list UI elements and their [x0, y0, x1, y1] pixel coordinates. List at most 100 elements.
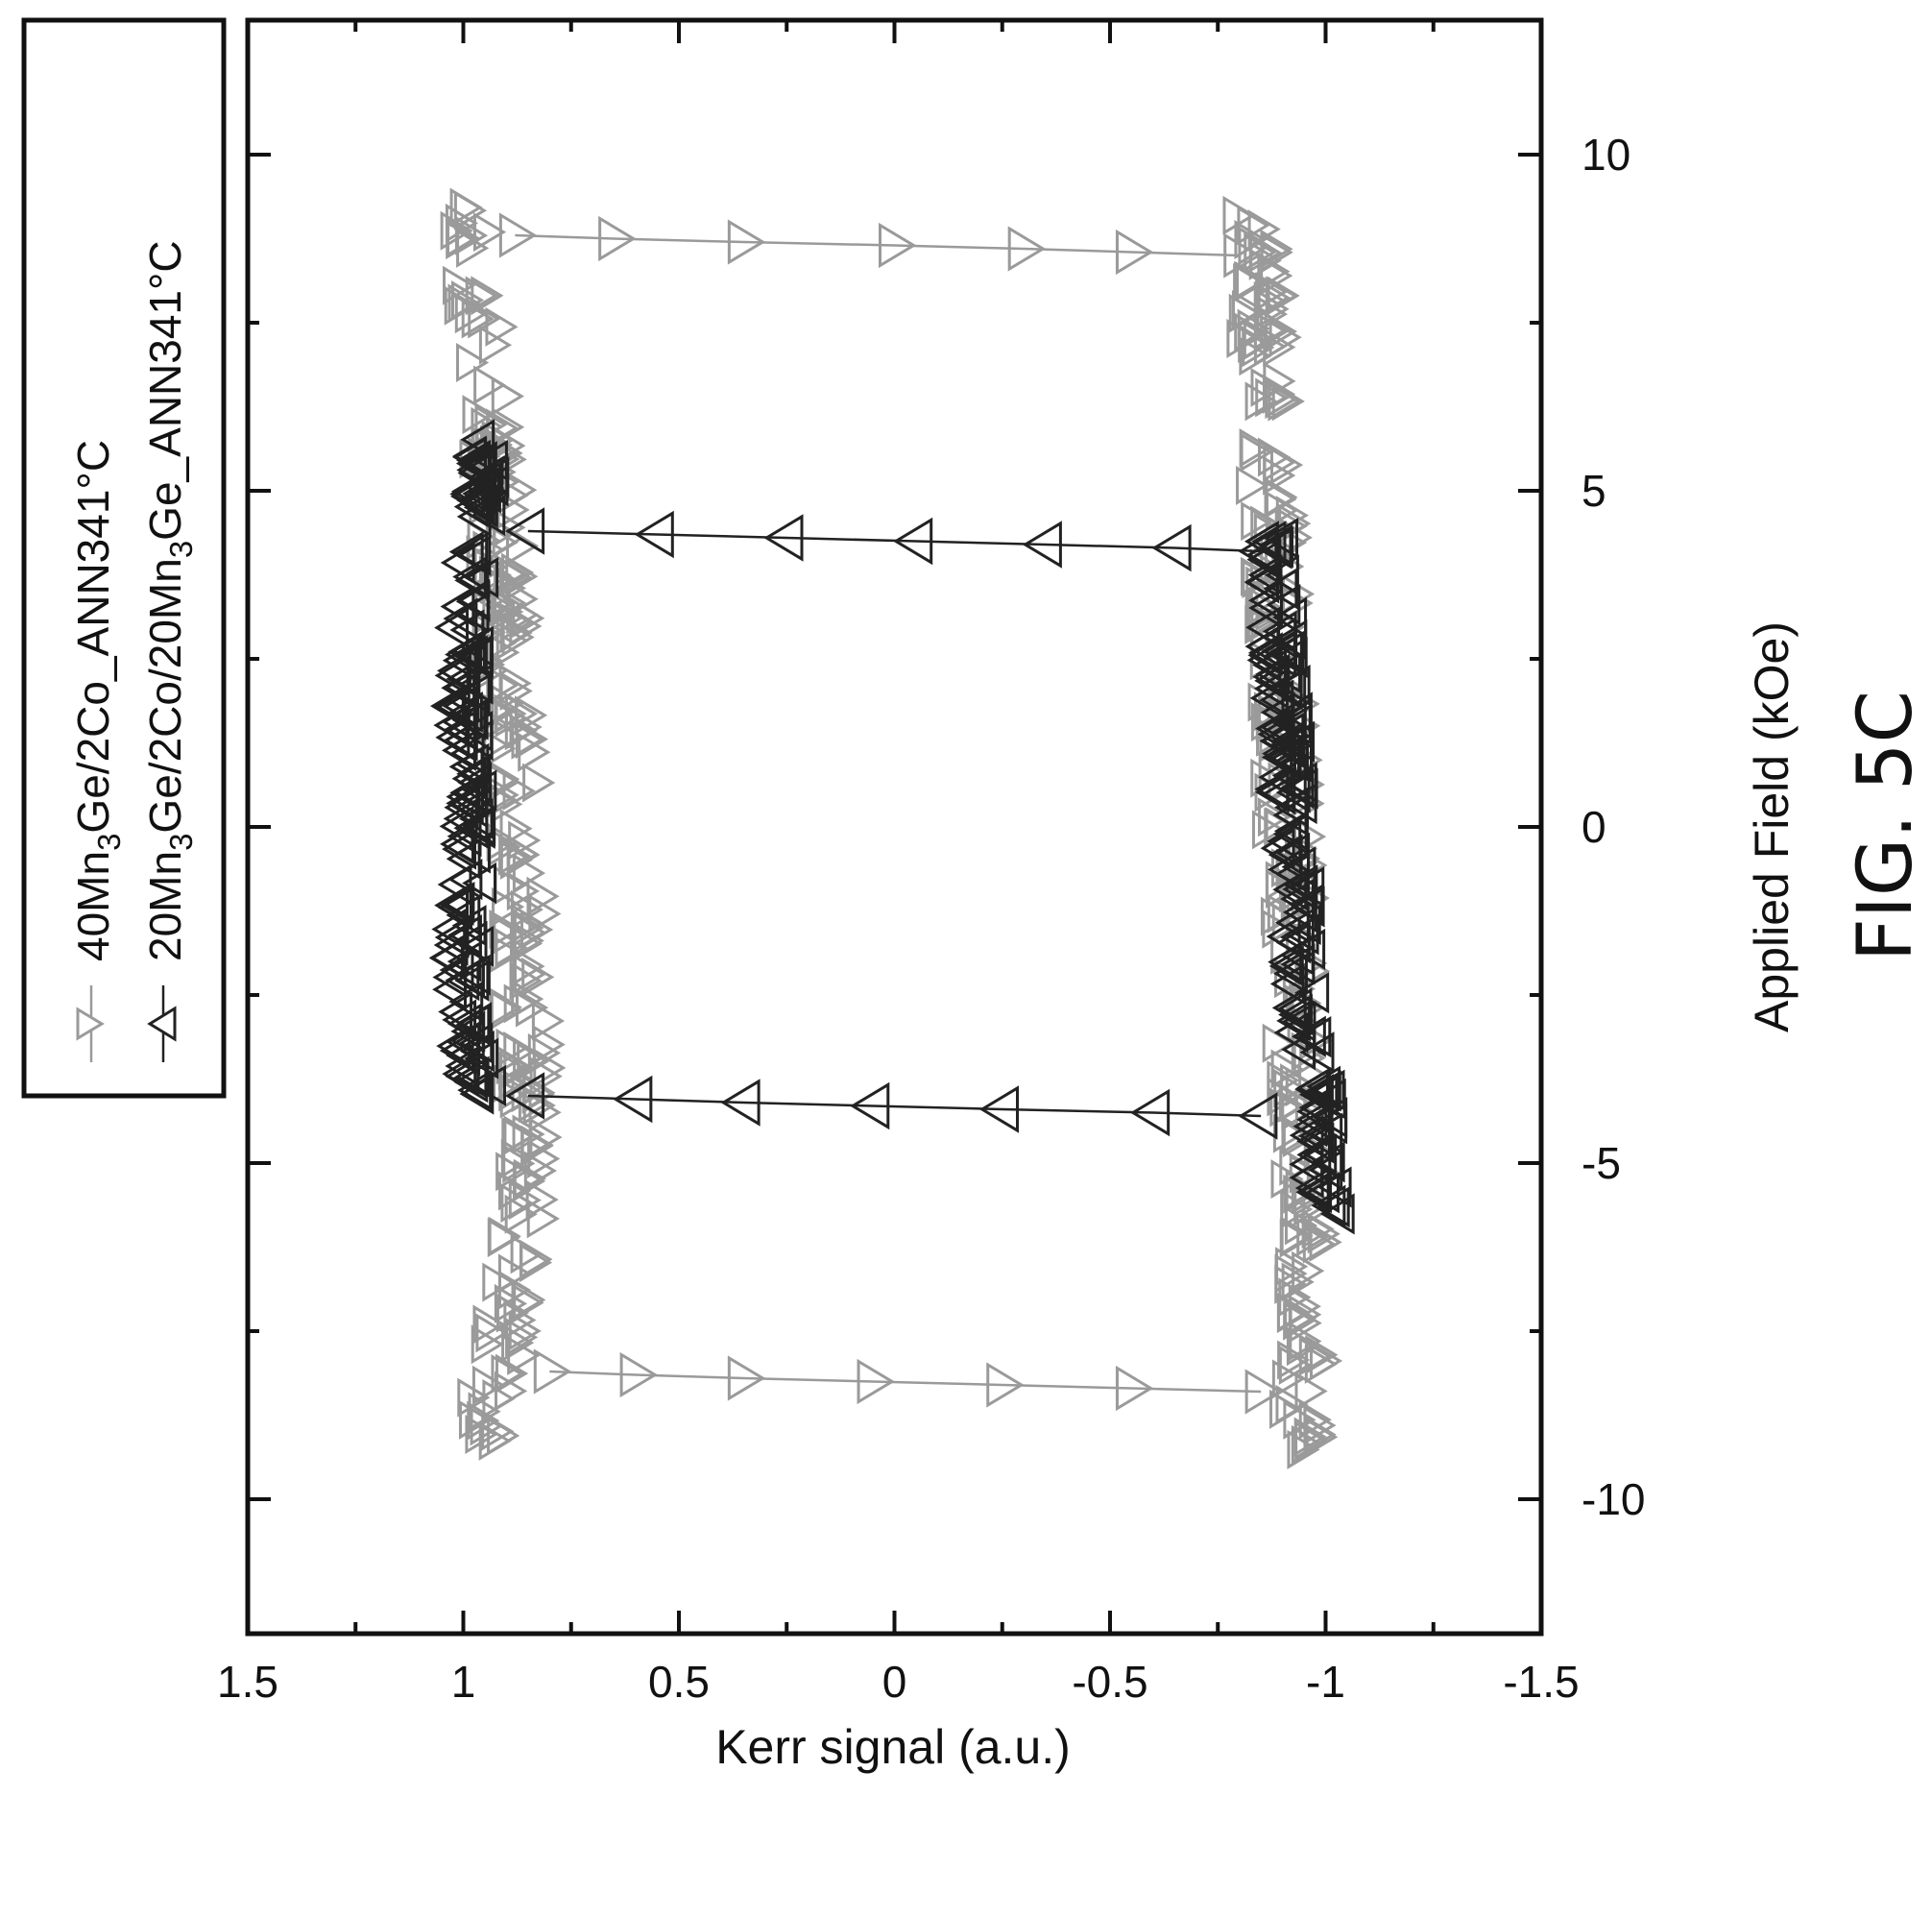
data-point-triangle-up	[447, 914, 482, 957]
data-point-triangle-down	[532, 1025, 566, 1065]
data-point-triangle-up	[1289, 884, 1324, 926]
data-point-triangle-up	[850, 1081, 890, 1130]
data-point-triangle-up	[434, 654, 470, 696]
data-point-triangle-up	[455, 578, 491, 620]
data-point-triangle-down	[531, 1001, 566, 1041]
data-point-triangle-up	[1151, 523, 1192, 572]
data-point-triangle-up	[462, 861, 497, 905]
data-point-triangle-up	[1306, 1070, 1341, 1112]
data-point-triangle-down	[486, 408, 519, 449]
data-point-triangle-down	[501, 618, 535, 658]
data-point-triangle-up	[1281, 1029, 1316, 1071]
data-point-triangle-down	[1275, 1247, 1309, 1287]
data-point-triangle-down	[1292, 1250, 1325, 1291]
data-point-triangle-down	[1267, 893, 1300, 934]
data-point-triangle-up	[613, 1075, 653, 1124]
data-point-triangle-up	[1278, 692, 1313, 734]
data-point-triangle-up	[1264, 517, 1299, 560]
data-point-triangle-down	[1115, 229, 1154, 276]
data-point-triangle-up	[429, 936, 465, 979]
data-point-triangle-down	[1241, 501, 1274, 542]
data-point-triangle-down	[1244, 381, 1278, 422]
data-point-triangle-up	[1280, 720, 1316, 763]
data-point-triangle-down	[1283, 884, 1316, 924]
x-tick-label: 5	[1582, 466, 1606, 516]
data-point-triangle-down	[513, 1037, 546, 1078]
data-point-triangle-up	[456, 832, 491, 874]
data-point-triangle-up	[1264, 554, 1299, 596]
data-point-triangle-up	[437, 649, 471, 692]
data-point-triangle-down	[1263, 328, 1296, 368]
data-point-triangle-up	[448, 981, 484, 1023]
data-point-triangle-down	[456, 228, 490, 268]
data-point-triangle-down	[491, 1354, 524, 1395]
data-point-triangle-up	[432, 968, 468, 1010]
data-point-triangle-down	[494, 1283, 528, 1323]
data-point-triangle-up	[1284, 913, 1319, 956]
data-point-triangle-down	[1309, 1341, 1343, 1381]
data-point-triangle-up	[1247, 634, 1283, 676]
data-point-triangle-down	[1239, 336, 1272, 376]
data-point-triangle-down	[471, 1365, 506, 1405]
series-layer	[428, 187, 1355, 1469]
data-point-triangle-up	[1297, 1171, 1333, 1214]
data-point-triangle-up	[1248, 587, 1284, 629]
data-point-triangle-down	[511, 1282, 544, 1322]
data-point-triangle-up	[450, 956, 485, 998]
data-point-triangle-down	[509, 924, 543, 964]
data-point-triangle-down	[533, 1348, 572, 1395]
rotated-chart: -10 -5 0 5 10 1.5 1 0.5 0 -0.5 -1 -1.5 Applied Fie…	[21, 17, 1929, 1774]
data-point-triangle-down	[519, 1243, 553, 1283]
data-point-triangle-up	[763, 514, 804, 562]
data-point-triangle-down	[502, 1144, 536, 1184]
data-point-triangle-down	[879, 222, 917, 269]
y-tick-label: -1	[1306, 1657, 1345, 1707]
data-point-triangle-up	[1022, 521, 1062, 569]
data-point-triangle-down	[512, 946, 545, 986]
data-point-triangle-up	[443, 797, 478, 839]
data-point-triangle-up	[1280, 943, 1316, 985]
data-point-triangle-up	[1266, 584, 1301, 626]
data-point-triangle-up	[458, 479, 494, 522]
data-point-triangle-up	[1275, 771, 1311, 813]
switch-line-ascending	[549, 1370, 1262, 1394]
data-point-triangle-up	[1260, 692, 1295, 734]
data-point-triangle-up	[504, 1072, 545, 1120]
data-point-triangle-down	[499, 809, 533, 849]
data-point-triangle-up	[449, 609, 485, 651]
data-point-triangle-down	[727, 219, 766, 265]
data-point-triangle-down	[493, 1063, 526, 1104]
data-point-triangle-down	[1238, 226, 1271, 266]
data-point-triangle-down	[499, 839, 534, 880]
data-point-triangle-up	[457, 451, 493, 494]
data-point-triangle-down	[1278, 1277, 1312, 1318]
data-point-triangle-down	[511, 979, 544, 1019]
data-point-triangle-up	[452, 920, 488, 962]
data-point-triangle-down	[1258, 437, 1292, 477]
data-point-triangle-down	[1007, 226, 1047, 272]
data-point-triangle-down	[472, 1304, 506, 1345]
data-point-triangle-down	[986, 1362, 1025, 1408]
data-point-triangle-up	[1281, 1001, 1316, 1043]
legend-marker-triangle-down-icon	[76, 1007, 105, 1041]
data-point-triangle-up	[452, 635, 488, 677]
x-tick-labels: -10 -5 0 5 10	[1582, 130, 1645, 1524]
data-point-triangle-up	[1254, 660, 1290, 702]
data-point-triangle-down	[473, 365, 507, 405]
data-point-triangle-down	[1228, 293, 1262, 333]
data-point-triangle-up	[893, 517, 933, 566]
data-point-triangle-down	[857, 1358, 895, 1405]
x-axis-title: Applied Field (kOe)	[1745, 621, 1799, 1032]
data-point-triangle-down	[1287, 1429, 1320, 1469]
data-point-triangle-down	[526, 1199, 560, 1239]
series-20mn3ge	[428, 419, 1355, 1235]
data-point-triangle-up	[1299, 1122, 1335, 1164]
data-point-triangle-down	[495, 1152, 529, 1192]
data-point-triangle-down	[482, 1262, 516, 1302]
data-point-triangle-down	[494, 693, 527, 734]
data-point-triangle-up	[443, 719, 478, 762]
data-point-triangle-down	[1257, 797, 1292, 837]
data-point-triangle-down	[1277, 1340, 1311, 1380]
data-point-triangle-down	[508, 820, 542, 861]
data-point-triangle-down	[503, 1300, 537, 1341]
